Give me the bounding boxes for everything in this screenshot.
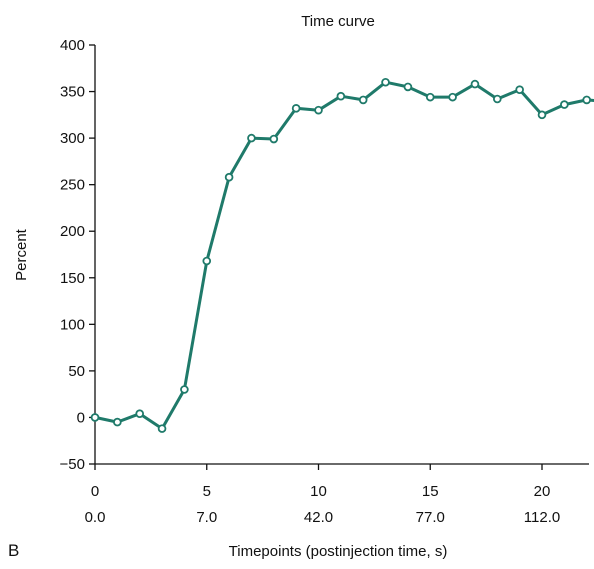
x-tick-label-time: 42.0 bbox=[304, 509, 333, 526]
x-tick-label-time: 77.0 bbox=[416, 509, 445, 526]
y-tick-label: 250 bbox=[60, 177, 85, 194]
data-point bbox=[560, 100, 569, 109]
x-tick-label-time: 112.0 bbox=[524, 509, 560, 526]
x-tick-label-time: 7.0 bbox=[196, 509, 217, 526]
x-axis: 00.057.01042.01577.020112.025147.030182.… bbox=[85, 463, 589, 526]
x-tick-label: 5 bbox=[203, 483, 211, 500]
data-point bbox=[492, 94, 502, 104]
data-point bbox=[403, 82, 413, 92]
data-point bbox=[582, 95, 591, 105]
y-tick-label: 350 bbox=[60, 84, 85, 101]
series-layer bbox=[90, 77, 594, 433]
y-tick-label: 0 bbox=[77, 409, 85, 426]
data-point bbox=[425, 92, 435, 102]
y-tick-label: −50 bbox=[60, 456, 85, 473]
data-point bbox=[90, 413, 100, 422]
y-tick-label: 200 bbox=[60, 223, 85, 240]
series-line bbox=[94, 80, 594, 431]
x-axis-label: Timepoints (postinjection time, s) bbox=[229, 543, 448, 560]
data-point bbox=[269, 134, 279, 144]
x-tick-label: 20 bbox=[534, 483, 551, 500]
data-point bbox=[381, 77, 390, 87]
data-point bbox=[247, 133, 256, 143]
x-tick-label-time: 0.0 bbox=[85, 509, 106, 526]
data-point bbox=[336, 91, 346, 101]
chart-title: Time curve bbox=[301, 13, 375, 30]
y-axis-label: Percent bbox=[13, 228, 30, 281]
data-point bbox=[224, 172, 234, 182]
data-point bbox=[470, 79, 480, 89]
data-point bbox=[537, 110, 547, 120]
x-tick-label: 0 bbox=[91, 483, 99, 500]
data-point bbox=[202, 256, 212, 266]
data-point bbox=[135, 409, 145, 419]
data-point bbox=[157, 424, 167, 433]
y-axis: −50 0 50 100 150 200 250 300 350 400 bbox=[60, 37, 96, 473]
data-point bbox=[515, 85, 524, 94]
data-point bbox=[180, 385, 189, 394]
data-point bbox=[358, 95, 368, 105]
panel-label: B bbox=[8, 541, 19, 560]
data-point bbox=[113, 417, 122, 427]
data-point bbox=[291, 104, 301, 113]
y-tick-label: 100 bbox=[60, 316, 85, 333]
y-tick-label: 150 bbox=[60, 270, 85, 287]
y-tick-label: 300 bbox=[60, 130, 85, 147]
data-point bbox=[314, 105, 323, 115]
y-tick-label: 50 bbox=[68, 363, 85, 380]
x-tick-label: 15 bbox=[422, 483, 439, 500]
y-tick-label: 400 bbox=[60, 37, 85, 54]
x-tick-label: 10 bbox=[310, 483, 327, 500]
data-point bbox=[448, 92, 457, 102]
